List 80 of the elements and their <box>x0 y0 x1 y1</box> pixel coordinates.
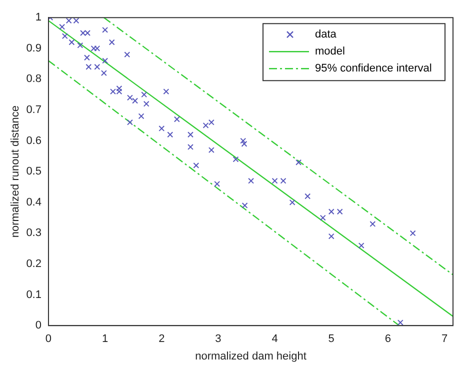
point <box>138 113 144 120</box>
point <box>410 230 416 236</box>
point <box>232 156 239 162</box>
point <box>126 94 133 101</box>
point <box>68 39 75 46</box>
y-tick-label: 0.8 <box>26 73 42 86</box>
legend-label: model <box>315 46 345 58</box>
x-tick-label: 4 <box>272 333 278 346</box>
y-tick-label: 0.6 <box>26 134 42 147</box>
y-tick-label: 0.5 <box>26 166 42 178</box>
point <box>248 178 254 184</box>
point <box>336 208 343 215</box>
x-tick-label: 3 <box>215 333 222 346</box>
point <box>59 24 66 30</box>
point <box>100 70 107 76</box>
point <box>94 64 100 70</box>
point <box>158 126 165 132</box>
y-tick-label: 0.3 <box>26 227 42 240</box>
x-tick-label: 1 <box>102 333 108 346</box>
y-tick-label: 1 <box>35 12 42 24</box>
point <box>241 140 248 147</box>
point <box>296 159 302 166</box>
point <box>116 85 122 92</box>
point <box>370 220 376 227</box>
point <box>328 233 334 240</box>
point <box>84 54 90 61</box>
y-tick-label: 0.9 <box>26 42 42 54</box>
point <box>143 100 150 107</box>
y-tick-label: 0.4 <box>26 196 42 208</box>
point <box>208 119 214 126</box>
point <box>102 58 108 64</box>
point <box>62 33 68 40</box>
x-tick-label: 2 <box>158 333 165 346</box>
point <box>132 98 138 104</box>
point <box>202 122 209 128</box>
point <box>320 214 326 221</box>
point <box>108 39 115 46</box>
point <box>110 88 116 94</box>
point <box>242 202 248 208</box>
point <box>193 162 200 168</box>
point <box>240 138 246 144</box>
point <box>86 64 92 70</box>
point <box>94 45 100 52</box>
point <box>214 180 220 187</box>
point <box>328 208 334 215</box>
point <box>272 178 278 184</box>
point <box>77 42 84 48</box>
point <box>102 26 108 33</box>
point <box>208 147 214 154</box>
x-tick-label: 6 <box>384 333 391 346</box>
point <box>116 88 122 94</box>
point <box>163 88 170 94</box>
y-tick-label: 0.2 <box>26 258 42 270</box>
point <box>73 18 80 24</box>
y-axis-title: normalized runout distance <box>10 106 22 238</box>
point <box>90 45 97 52</box>
legend-label: 95% confidence interval <box>315 62 432 75</box>
y-tick-label: 0 <box>35 320 42 332</box>
y-tick-label: 0.7 <box>26 104 42 116</box>
point <box>358 242 364 248</box>
x-axis-title: normalized dam height <box>195 350 306 362</box>
point <box>124 52 130 58</box>
point <box>167 132 174 138</box>
legend-label: data <box>315 28 338 41</box>
point <box>80 30 86 36</box>
x-tick-label: 7 <box>441 333 448 346</box>
x-tick-label: 0 <box>45 333 52 346</box>
point <box>304 193 311 200</box>
point <box>188 144 194 150</box>
y-tick-label: 0.1 <box>26 288 42 301</box>
point <box>126 119 133 126</box>
point <box>66 18 72 24</box>
point <box>289 199 296 206</box>
point <box>397 320 404 326</box>
point <box>280 178 286 184</box>
point <box>84 30 91 36</box>
point <box>174 116 180 122</box>
point <box>141 92 148 98</box>
point <box>188 132 194 138</box>
x-tick-label: 5 <box>328 333 334 346</box>
